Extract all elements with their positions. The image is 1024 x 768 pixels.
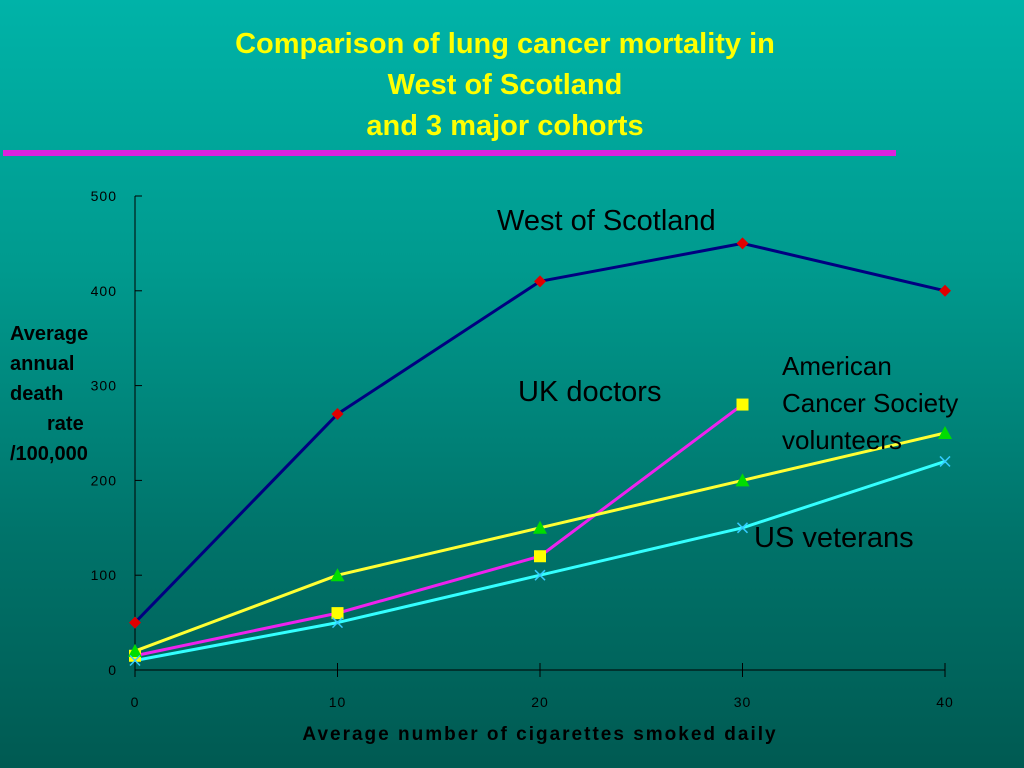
annotation-american-cancer-society: American Cancer Society volunteers	[782, 348, 958, 459]
x-axis-label: Average number of cigarettes smoked dail…	[302, 724, 778, 745]
x-tick-label: 0	[131, 694, 140, 710]
acs-line-3: volunteers	[782, 425, 902, 455]
y-tick-label: 100	[91, 567, 117, 583]
title-line-3: and 3 major cohorts	[366, 110, 644, 142]
y-label-line-2: annual	[10, 353, 75, 375]
acs-line-1: American	[782, 351, 892, 381]
data-point-s3-3	[736, 522, 749, 534]
y-label-line-1: Average	[10, 323, 89, 345]
y-axis-label: Average annual death rate /100,000	[10, 322, 120, 472]
y-tick-label: 0	[108, 662, 117, 678]
y-label-line-4: rate	[47, 413, 84, 435]
acs-line-2: Cancer Society	[782, 388, 959, 418]
data-point-s1-3	[736, 398, 749, 411]
y-label-line-3: death	[10, 383, 64, 405]
title-line-1: Comparison of lung cancer mortality in	[235, 28, 775, 60]
series-line-1	[134, 403, 744, 658]
data-point-s1-2	[534, 550, 546, 563]
data-point-s3-1	[331, 617, 344, 629]
data-point-s0-4	[939, 284, 951, 297]
data-point-s2-2	[533, 520, 547, 534]
data-point-s0-0	[129, 616, 141, 629]
annotation-west-of-scotland: West of Scotland	[497, 205, 716, 237]
data-point-s0-2	[534, 275, 546, 288]
data-point-s3-4	[939, 455, 951, 467]
annotation-uk-doctors: UK doctors	[518, 376, 662, 408]
chart-title: Comparison of lung cancer mortality in W…	[0, 24, 1010, 147]
y-tick-label: 500	[91, 188, 117, 204]
data-point-s0-3	[736, 237, 749, 250]
annotation-us-veterans: US veterans	[754, 522, 914, 554]
data-point-s3-0	[129, 654, 141, 667]
data-point-s2-0	[128, 644, 142, 658]
x-tick-label: 40	[936, 694, 954, 710]
title-line-2: West of Scotland	[387, 69, 623, 101]
y-tick-label: 400	[91, 283, 117, 299]
y-label-line-5: /100,000	[10, 443, 88, 465]
title-divider	[3, 150, 896, 156]
x-tick-label: 30	[734, 694, 752, 710]
data-point-s1-1	[331, 607, 344, 620]
x-tick-label: 20	[531, 694, 549, 710]
data-point-s2-4	[938, 426, 952, 439]
data-point-s0-1	[331, 408, 344, 421]
y-tick-label: 300	[91, 378, 117, 394]
data-point-s3-2	[534, 569, 546, 581]
x-tick-label: 10	[329, 694, 347, 710]
y-tick-label: 200	[91, 472, 117, 488]
data-point-s2-3	[735, 473, 750, 487]
data-point-s2-1	[330, 568, 345, 582]
